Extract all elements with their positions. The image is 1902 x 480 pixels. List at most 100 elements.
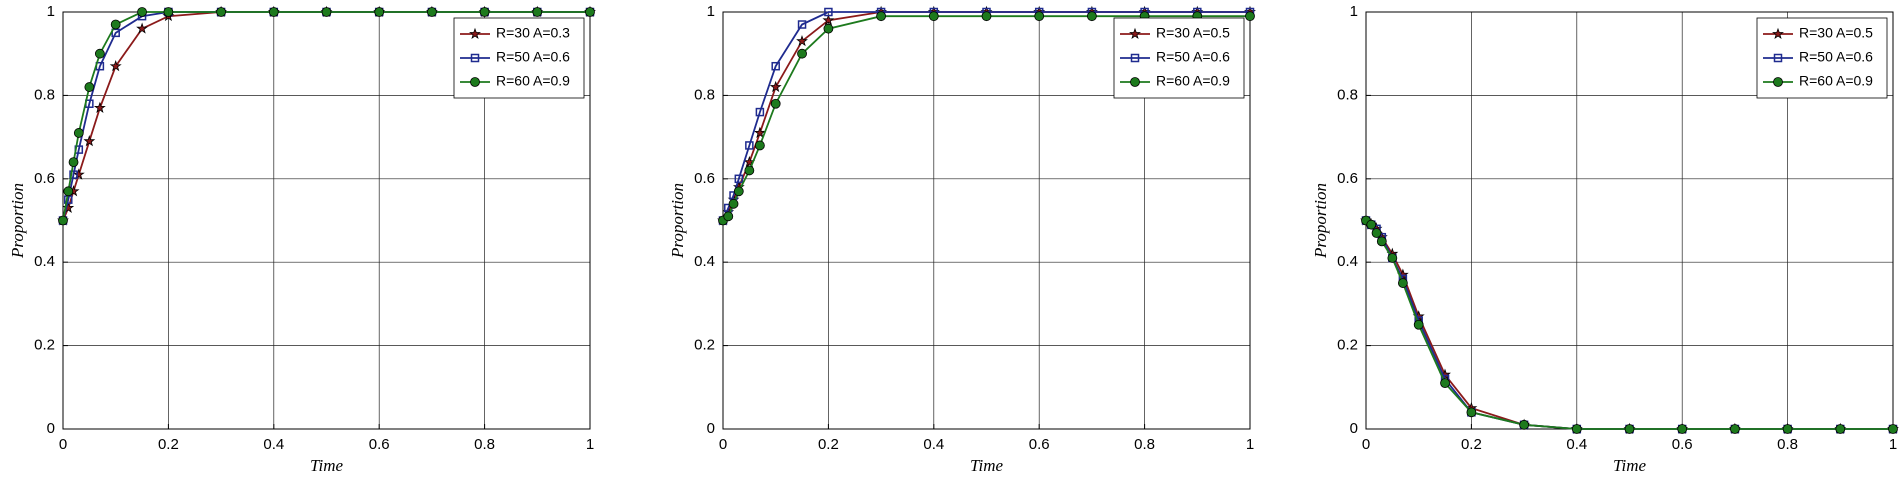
legend-label: R=60 A=0.9	[496, 73, 570, 89]
marker	[94, 48, 105, 59]
marker	[532, 7, 543, 17]
y-tick-label: 1	[707, 3, 715, 20]
marker	[72, 168, 85, 180]
y-tick-label: 0	[1350, 420, 1358, 437]
y-tick-label: 0.2	[694, 337, 715, 354]
marker	[163, 7, 174, 17]
marker	[1888, 424, 1898, 434]
marker	[797, 20, 807, 29]
marker	[268, 7, 279, 17]
marker	[216, 7, 227, 17]
marker	[83, 135, 96, 147]
x-tick-label: 0.2	[818, 436, 839, 453]
x-tick-label: 1	[1889, 436, 1897, 453]
x-tick-label: 0	[1362, 436, 1370, 453]
legend-label: R=50 A=0.6	[1156, 49, 1230, 65]
marker	[1366, 219, 1377, 230]
marker	[93, 101, 106, 114]
marker	[1087, 11, 1097, 22]
legend-label: R=50 A=0.6	[1799, 49, 1873, 65]
x-axis-label: Time	[1613, 456, 1647, 475]
y-tick-label: 0.6	[694, 170, 715, 187]
y-tick-label: 1	[47, 3, 55, 20]
y-tick-label: 0.8	[1337, 86, 1358, 103]
y-tick-label: 0.6	[1337, 170, 1358, 187]
y-tick-label: 0	[47, 420, 55, 437]
marker	[1245, 11, 1255, 22]
marker	[1772, 27, 1784, 39]
y-tick-label: 0.2	[34, 337, 55, 354]
marker	[1397, 278, 1408, 288]
subplot: 0 0.2 0.4 0.6 0.8 1 0 0.2 0.4 0.6 0.8 1 Time Proporti…	[1311, 3, 1899, 475]
legend-label: R=30 A=0.5	[1156, 25, 1230, 41]
marker	[1387, 253, 1398, 263]
marker	[1677, 424, 1688, 434]
marker	[1129, 27, 1141, 39]
legend-label: R=50 A=0.6	[496, 49, 570, 65]
x-tick-label: 0.6	[369, 436, 390, 453]
marker	[110, 19, 121, 30]
marker	[770, 98, 781, 109]
series-line	[1365, 219, 1893, 430]
y-tick-label: 0.2	[1337, 337, 1358, 354]
marker	[1376, 236, 1387, 247]
marker	[771, 61, 780, 71]
marker	[876, 11, 886, 22]
legend: R=30 A=0.5 R=50 A=0.6 R=60 A=0.9	[1113, 17, 1245, 99]
x-tick-label: 1	[586, 436, 594, 453]
marker	[723, 211, 734, 222]
legend-label: R=30 A=0.5	[1799, 25, 1873, 41]
marker	[728, 198, 739, 209]
marker	[321, 7, 332, 17]
marker	[470, 77, 480, 87]
marker	[479, 7, 490, 17]
marker	[928, 11, 939, 22]
marker	[1519, 419, 1529, 430]
subplot: 0 0.2 0.4 0.6 0.8 1 0 0.2 0.4 0.6 0.8 1 Time Proporti…	[668, 3, 1256, 475]
marker	[84, 82, 95, 92]
marker	[374, 7, 385, 17]
marker	[1782, 424, 1793, 434]
marker	[753, 126, 766, 139]
marker	[1466, 407, 1477, 418]
subplot: 0 0.2 0.4 0.6 0.8 1 0 0.2 0.4 0.6 0.8 1 Time Proporti…	[8, 3, 596, 475]
marker	[469, 27, 481, 39]
marker	[136, 22, 148, 34]
legend-label: R=60 A=0.9	[1156, 73, 1230, 89]
legend: R=30 A=0.5 R=50 A=0.6 R=60 A=0.9	[1756, 17, 1888, 99]
marker	[470, 53, 480, 63]
y-tick-label: 0.6	[34, 170, 55, 187]
y-tick-label: 1	[1350, 3, 1358, 20]
legend-label: R=30 A=0.3	[496, 25, 570, 41]
x-tick-label: 0.8	[1134, 436, 1155, 453]
marker	[797, 48, 807, 59]
x-tick-label: 0	[59, 436, 67, 453]
marker	[1130, 77, 1140, 87]
marker	[1130, 53, 1140, 63]
y-tick-label: 0.4	[34, 253, 55, 270]
x-tick-label: 0.8	[474, 436, 495, 453]
marker	[823, 23, 834, 34]
x-tick-label: 1	[1246, 436, 1254, 453]
marker	[755, 107, 765, 117]
marker	[1730, 424, 1740, 434]
marker	[754, 140, 765, 151]
x-axis-label: Time	[310, 456, 344, 475]
marker	[744, 165, 755, 176]
marker	[137, 7, 147, 17]
y-axis-label: Proportion	[1311, 183, 1330, 259]
series-line	[722, 11, 1250, 221]
marker	[68, 157, 79, 168]
marker	[1440, 378, 1450, 389]
marker	[426, 7, 437, 17]
marker	[1624, 424, 1635, 434]
y-tick-label: 0	[707, 420, 715, 437]
series-line	[1365, 219, 1893, 430]
marker	[1034, 11, 1045, 22]
y-axis-label: Proportion	[8, 183, 27, 259]
marker	[585, 7, 595, 17]
x-axis-label: Time	[970, 456, 1004, 475]
marker	[1571, 424, 1582, 434]
x-tick-label: 0.2	[1461, 436, 1482, 453]
